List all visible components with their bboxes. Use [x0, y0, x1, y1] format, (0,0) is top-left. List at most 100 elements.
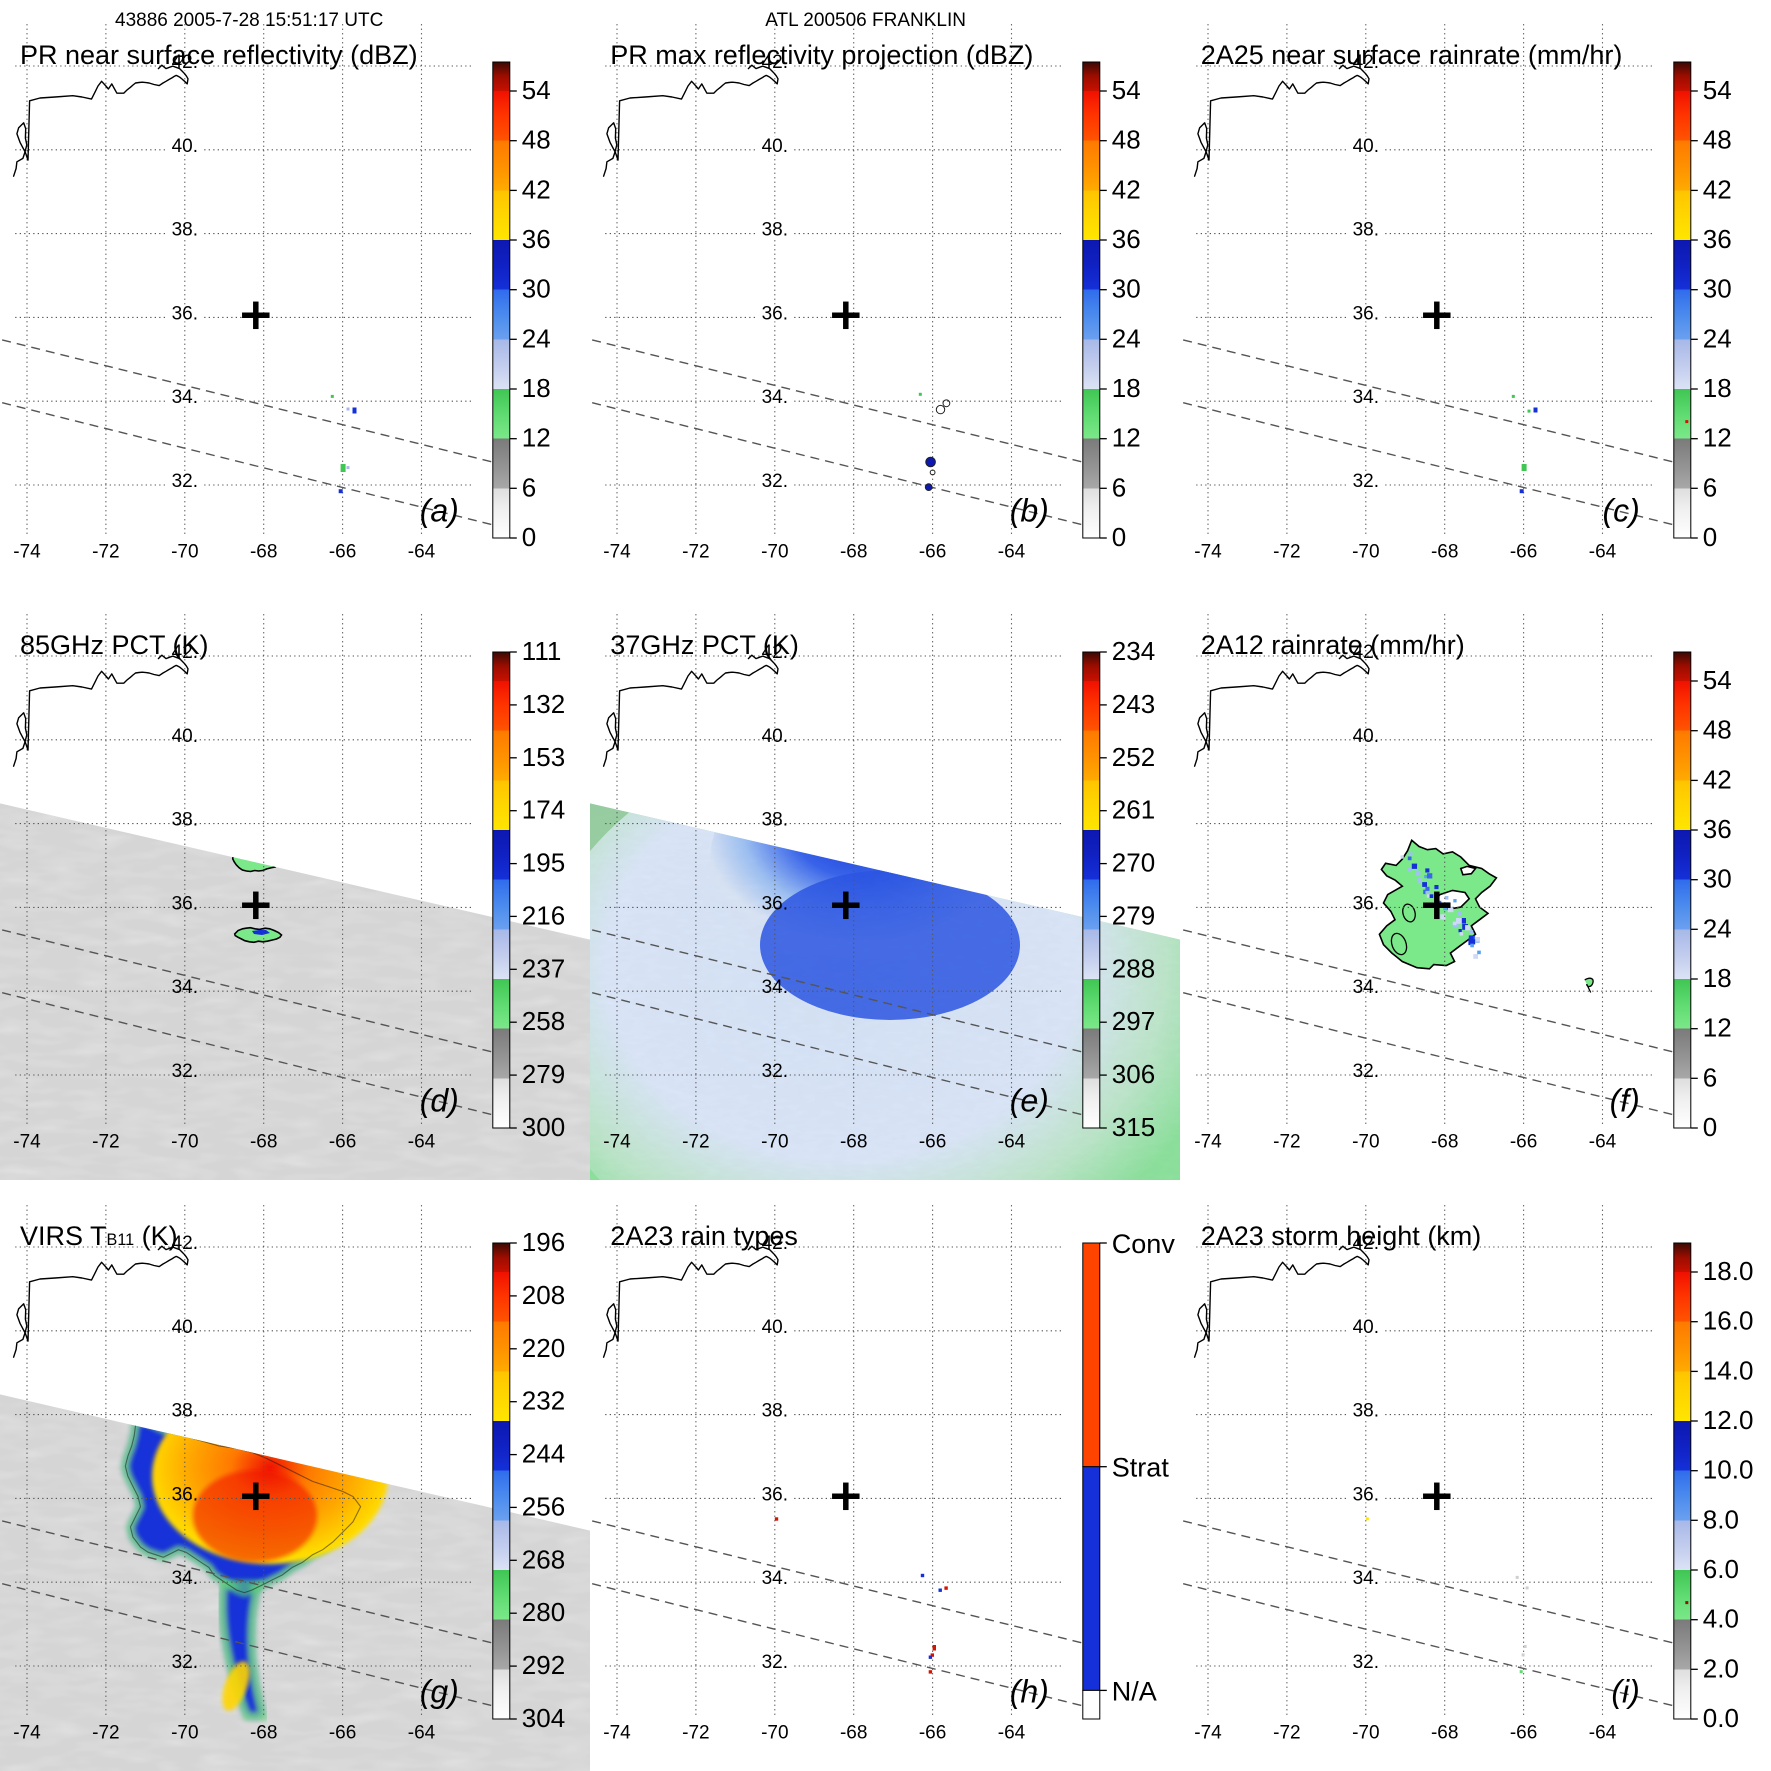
- svg-text:-70: -70: [171, 1132, 198, 1153]
- svg-text:32.: 32.: [1352, 471, 1378, 492]
- svg-text:34.: 34.: [1352, 1568, 1378, 1589]
- svg-text:-72: -72: [92, 1722, 119, 1743]
- svg-text:40.: 40.: [762, 136, 788, 157]
- svg-text:36: 36: [1702, 224, 1731, 254]
- svg-text:18.0: 18.0: [1702, 1256, 1753, 1286]
- svg-text:-64: -64: [998, 1722, 1026, 1743]
- svg-text:18: 18: [522, 373, 551, 403]
- svg-text:280: 280: [522, 1597, 565, 1627]
- svg-text:N/A: N/A: [1112, 1676, 1157, 1706]
- svg-text:153: 153: [522, 742, 565, 772]
- svg-text:-68: -68: [840, 1722, 867, 1743]
- svg-text:6: 6: [1112, 472, 1126, 502]
- svg-text:48: 48: [1702, 125, 1731, 155]
- svg-text:34.: 34.: [1352, 387, 1378, 408]
- svg-text:-72: -72: [1273, 1722, 1300, 1743]
- svg-text:216: 216: [522, 901, 565, 931]
- svg-text:243: 243: [1112, 689, 1155, 719]
- svg-text:234: 234: [1112, 636, 1155, 666]
- svg-text:32.: 32.: [762, 1061, 788, 1082]
- svg-text:208: 208: [522, 1280, 565, 1310]
- svg-text:6: 6: [522, 472, 536, 502]
- svg-text:(b): (b): [1010, 492, 1049, 528]
- svg-text:-70: -70: [761, 1132, 788, 1153]
- svg-text:38.: 38.: [1352, 220, 1378, 241]
- svg-text:-68: -68: [1431, 541, 1458, 562]
- svg-text:0: 0: [1702, 1112, 1716, 1142]
- svg-text:-74: -74: [1194, 1132, 1222, 1153]
- svg-text:36.: 36.: [1352, 894, 1378, 915]
- svg-text:38.: 38.: [172, 220, 198, 241]
- svg-text:-72: -72: [1273, 1132, 1300, 1153]
- svg-text:(d): (d): [420, 1083, 459, 1119]
- svg-text:12: 12: [1702, 423, 1731, 453]
- svg-text:(i): (i): [1611, 1673, 1639, 1709]
- svg-text:132: 132: [522, 689, 565, 719]
- svg-text:-66: -66: [329, 1722, 356, 1743]
- svg-text:-74: -74: [1194, 541, 1222, 562]
- svg-text:32.: 32.: [1352, 1061, 1378, 1082]
- svg-text:315: 315: [1112, 1112, 1155, 1142]
- svg-text:306: 306: [1112, 1059, 1155, 1089]
- svg-text:6: 6: [1702, 472, 1716, 502]
- svg-text:174: 174: [522, 795, 565, 825]
- svg-text:Conv: Conv: [1112, 1229, 1176, 1259]
- svg-text:32.: 32.: [762, 1652, 788, 1673]
- svg-text:-66: -66: [329, 1132, 356, 1153]
- svg-text:268: 268: [522, 1544, 565, 1574]
- svg-text:38.: 38.: [172, 1400, 198, 1421]
- svg-text:-64: -64: [408, 1132, 436, 1153]
- svg-text:32.: 32.: [172, 1652, 198, 1673]
- svg-text:12.0: 12.0: [1702, 1405, 1753, 1435]
- svg-text:-70: -70: [761, 541, 788, 562]
- svg-text:36: 36: [1112, 224, 1141, 254]
- svg-text:48: 48: [522, 125, 551, 155]
- svg-text:-64: -64: [1588, 541, 1616, 562]
- svg-text:18: 18: [1702, 963, 1731, 993]
- svg-text:4.0: 4.0: [1702, 1603, 1738, 1633]
- svg-text:0: 0: [1702, 522, 1716, 552]
- svg-text:261: 261: [1112, 795, 1155, 825]
- svg-text:-66: -66: [919, 541, 946, 562]
- svg-text:(g): (g): [420, 1673, 459, 1709]
- svg-text:18: 18: [1112, 373, 1141, 403]
- svg-text:-72: -72: [682, 1132, 709, 1153]
- svg-text:34.: 34.: [762, 977, 788, 998]
- svg-text:36.: 36.: [1352, 303, 1378, 324]
- svg-text:34.: 34.: [172, 977, 198, 998]
- svg-text:-66: -66: [1510, 541, 1537, 562]
- svg-text:-74: -74: [13, 1722, 41, 1743]
- svg-text:-68: -68: [250, 541, 277, 562]
- svg-text:0.0: 0.0: [1702, 1703, 1738, 1733]
- svg-text:10.0: 10.0: [1702, 1454, 1753, 1484]
- svg-text:30: 30: [522, 274, 551, 304]
- svg-text:300: 300: [522, 1112, 565, 1142]
- svg-text:-70: -70: [171, 1722, 198, 1743]
- svg-text:297: 297: [1112, 1006, 1155, 1036]
- svg-text:54: 54: [1112, 75, 1141, 105]
- svg-text:34.: 34.: [1352, 977, 1378, 998]
- svg-text:-74: -74: [604, 1132, 632, 1153]
- svg-text:111: 111: [522, 636, 562, 666]
- svg-text:24: 24: [1702, 323, 1731, 353]
- svg-text:-74: -74: [604, 1722, 632, 1743]
- svg-text:-70: -70: [761, 1722, 788, 1743]
- svg-text:-64: -64: [1588, 1722, 1616, 1743]
- svg-text:40.: 40.: [172, 726, 198, 747]
- svg-text:38.: 38.: [1352, 810, 1378, 831]
- svg-text:237: 237: [522, 954, 565, 984]
- svg-text:304: 304: [522, 1703, 565, 1733]
- svg-text:196: 196: [522, 1227, 565, 1257]
- svg-text:32.: 32.: [762, 471, 788, 492]
- svg-text:48: 48: [1112, 125, 1141, 155]
- svg-text:-68: -68: [250, 1722, 277, 1743]
- svg-text:279: 279: [1112, 901, 1155, 931]
- svg-text:2.0: 2.0: [1702, 1653, 1738, 1683]
- svg-text:12: 12: [1112, 423, 1141, 453]
- svg-text:36.: 36.: [762, 1484, 788, 1505]
- svg-text:42: 42: [1702, 765, 1731, 795]
- svg-text:18: 18: [1702, 373, 1731, 403]
- svg-text:-68: -68: [840, 1132, 867, 1153]
- svg-text:288: 288: [1112, 954, 1155, 984]
- svg-text:34.: 34.: [762, 1568, 788, 1589]
